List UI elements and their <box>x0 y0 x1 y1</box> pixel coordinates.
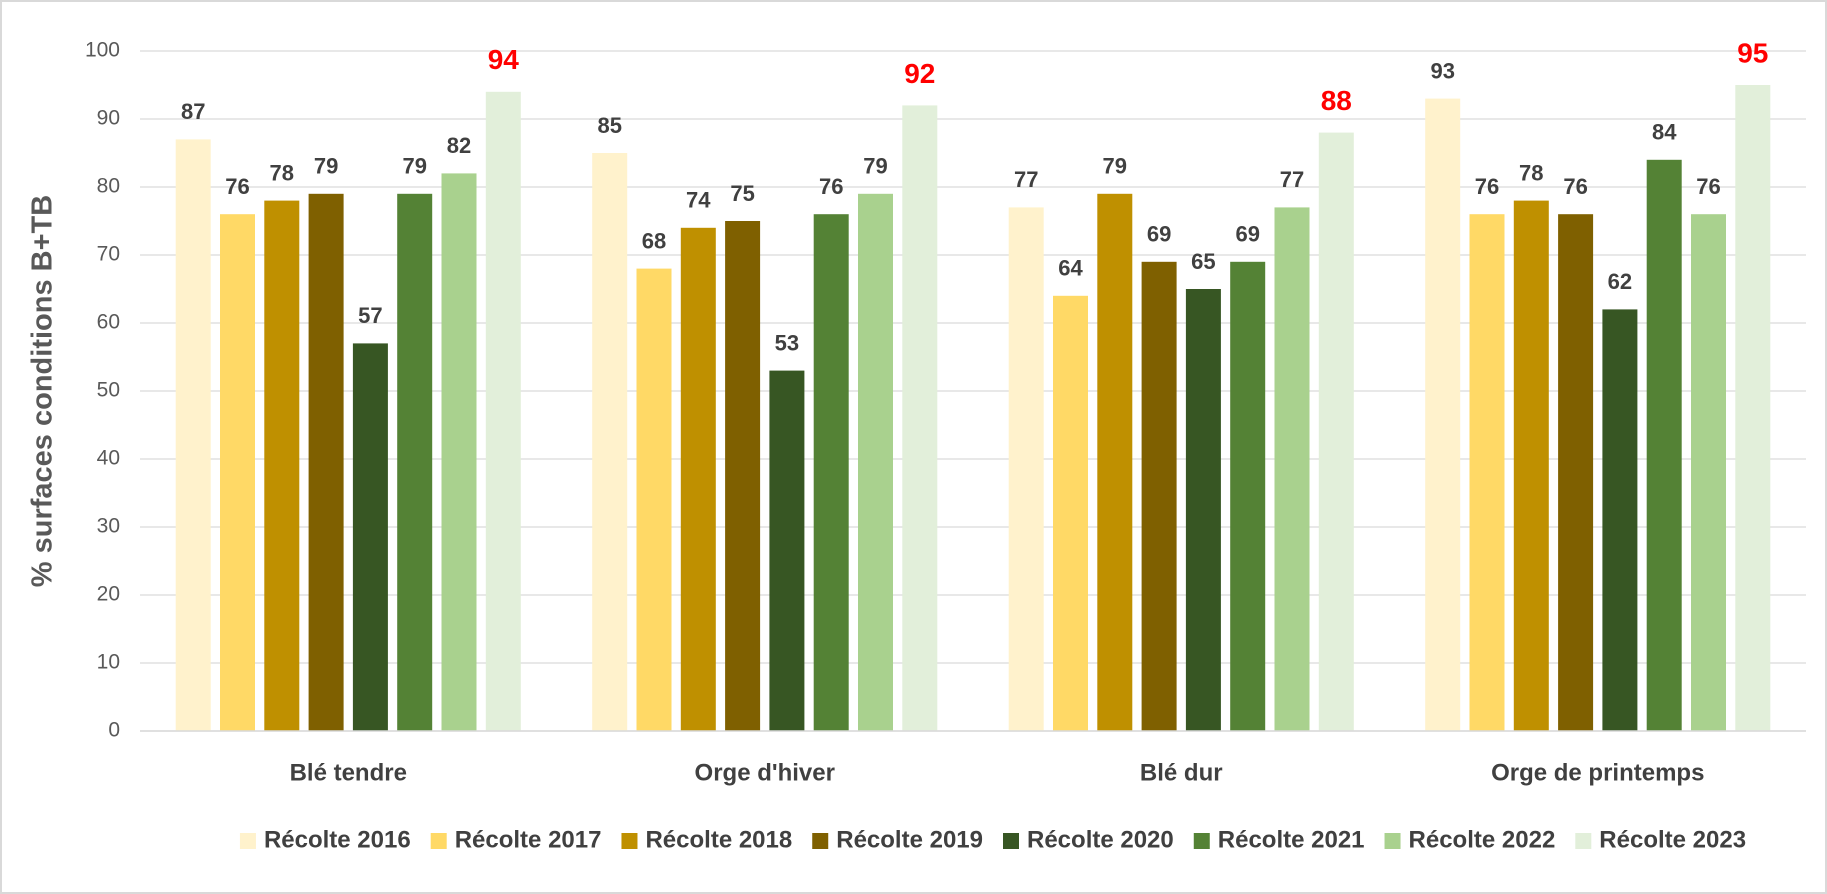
legend-label: Récolte 2023 <box>1599 826 1746 853</box>
data-label: 69 <box>1147 222 1171 247</box>
bar <box>1097 193 1133 732</box>
bar <box>1646 159 1682 732</box>
data-label: 78 <box>270 160 294 185</box>
y-tick-label: 100 <box>85 39 120 62</box>
x-tick-label: Orge de printemps <box>1491 759 1704 786</box>
data-label: 77 <box>1280 167 1304 192</box>
bar <box>1735 85 1771 731</box>
x-tick-label: Orge d'hiver <box>695 759 835 786</box>
data-label: 88 <box>1321 85 1352 116</box>
bar <box>1185 289 1221 731</box>
data-label: 76 <box>1475 174 1499 199</box>
bar <box>1053 295 1088 731</box>
legend-swatch <box>1003 833 1019 849</box>
legend-swatch <box>1193 833 1210 849</box>
y-tick-label: 70 <box>97 243 120 266</box>
data-label: 79 <box>863 154 887 179</box>
bar <box>308 193 344 732</box>
data-label: 94 <box>488 44 520 75</box>
bar <box>441 173 477 731</box>
bar <box>1469 214 1505 731</box>
data-label: 76 <box>1563 174 1587 199</box>
data-label: 79 <box>314 154 338 179</box>
bar <box>1008 207 1044 731</box>
data-label: 76 <box>819 174 843 199</box>
bar <box>1230 261 1266 731</box>
y-tick-label: 20 <box>97 583 120 606</box>
data-label: 68 <box>642 228 666 253</box>
data-label: 79 <box>402 154 426 179</box>
data-label: 95 <box>1737 37 1768 68</box>
bar <box>680 227 716 732</box>
y-axis-label: % surfaces conditions B+TB <box>27 195 59 587</box>
bar <box>1602 309 1638 731</box>
x-tick-label: Blé dur <box>1140 759 1223 786</box>
data-label: 92 <box>904 58 935 89</box>
data-label: 76 <box>1696 174 1720 199</box>
bar <box>769 370 805 731</box>
data-label: 53 <box>775 330 799 355</box>
data-label: 74 <box>686 188 711 213</box>
data-label: 82 <box>447 133 471 158</box>
bar <box>264 200 300 732</box>
bar <box>485 91 521 732</box>
legend-swatch <box>430 833 447 849</box>
data-label: 57 <box>358 303 382 328</box>
legend-swatch <box>621 833 638 849</box>
legend-label: Récolte 2018 <box>645 826 792 853</box>
legend-label: Récolte 2022 <box>1409 826 1556 853</box>
legend-swatch <box>239 833 256 849</box>
data-label: 93 <box>1430 58 1454 83</box>
bar <box>1425 98 1461 732</box>
legend-label: Récolte 2019 <box>836 826 983 853</box>
bar <box>1691 214 1726 731</box>
legend-label: Récolte 2016 <box>264 826 411 853</box>
data-label: 64 <box>1058 256 1083 281</box>
bar <box>1274 207 1310 731</box>
y-tick-label: 40 <box>97 447 120 470</box>
bar <box>1141 261 1177 731</box>
bar <box>1513 200 1549 732</box>
y-tick-label: 0 <box>108 719 120 742</box>
data-label: 62 <box>1608 269 1632 294</box>
bar <box>397 193 433 732</box>
data-label: 85 <box>597 113 621 138</box>
bar <box>725 221 761 731</box>
legend-label: Récolte 2017 <box>455 826 602 853</box>
data-label: 69 <box>1235 222 1259 247</box>
legend-label: Récolte 2020 <box>1027 826 1174 853</box>
y-tick-label: 10 <box>97 651 120 674</box>
bar <box>175 139 211 731</box>
legend-swatch <box>1384 833 1401 849</box>
legend-swatch <box>812 833 829 849</box>
bar <box>220 214 255 731</box>
data-label: 78 <box>1519 160 1543 185</box>
data-label: 65 <box>1191 249 1215 274</box>
data-label: 75 <box>730 181 754 206</box>
bar <box>902 105 938 731</box>
bar <box>592 153 628 731</box>
legend-label: Récolte 2021 <box>1218 826 1365 853</box>
y-tick-label: 50 <box>97 379 120 402</box>
data-label: 84 <box>1652 120 1677 145</box>
data-label: 76 <box>225 174 249 199</box>
y-tick-label: 60 <box>97 311 120 334</box>
data-label: 79 <box>1103 154 1127 179</box>
bar <box>1558 214 1594 731</box>
y-tick-label: 90 <box>97 107 120 130</box>
bar <box>1318 132 1354 732</box>
x-tick-label: Blé tendre <box>290 759 407 786</box>
bar <box>813 214 849 731</box>
data-label: 87 <box>181 99 205 124</box>
bar <box>352 343 388 731</box>
legend-swatch <box>1575 833 1592 849</box>
y-tick-label: 80 <box>97 175 120 198</box>
bar <box>858 193 893 732</box>
bar <box>636 268 672 731</box>
y-tick-label: 30 <box>97 515 120 538</box>
data-label: 77 <box>1014 167 1038 192</box>
